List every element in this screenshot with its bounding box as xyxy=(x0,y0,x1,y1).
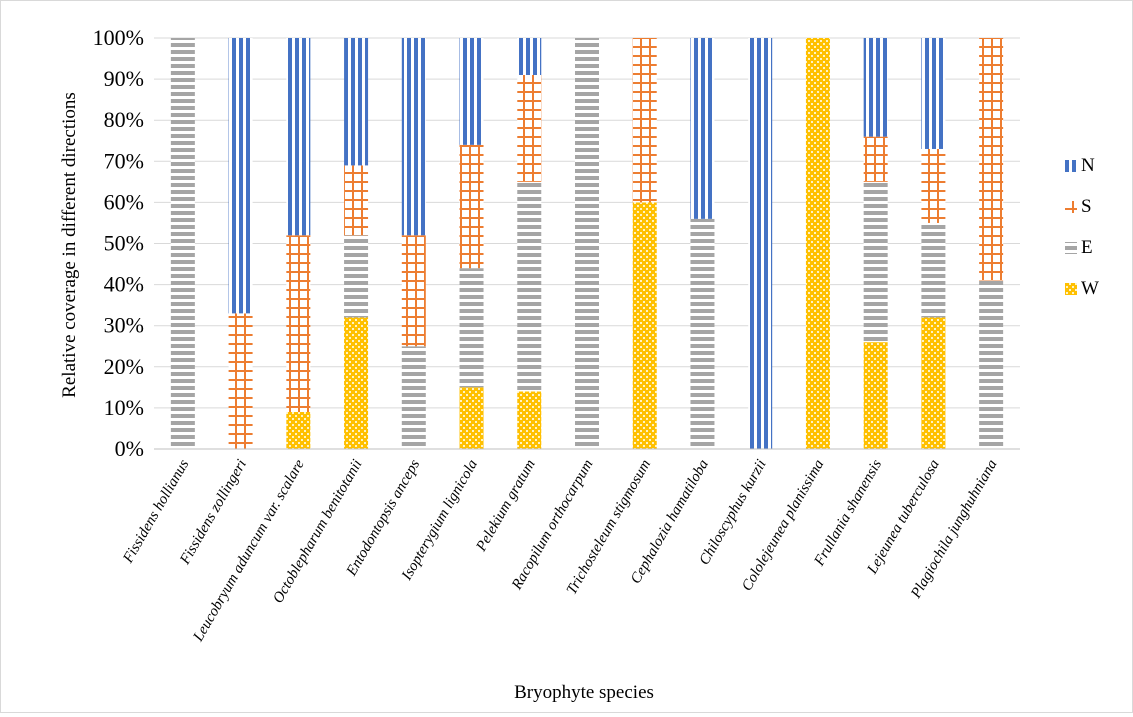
y-tick-label: 20% xyxy=(104,354,144,379)
bar-segment-S-14 xyxy=(921,148,946,223)
legend-swatch-E xyxy=(1065,242,1077,254)
bar-segment-N-3 xyxy=(286,38,311,236)
x-axis-title: Bryophyte species xyxy=(514,682,654,703)
y-tick-label: 70% xyxy=(104,148,144,173)
bar-segment-W-7 xyxy=(517,391,542,449)
y-tick-label: 50% xyxy=(104,231,144,256)
bar-segment-S-9 xyxy=(632,38,657,203)
bar-segment-W-3 xyxy=(286,412,311,449)
bar-segment-S-3 xyxy=(286,235,311,413)
y-tick-label: 100% xyxy=(93,25,144,50)
bar-segment-E-14 xyxy=(921,222,946,318)
legend-swatch-W xyxy=(1065,283,1077,295)
bar-segment-N-2 xyxy=(228,38,253,314)
bar-segment-S-13 xyxy=(863,136,888,182)
legend-label-E: E xyxy=(1081,237,1093,258)
bars xyxy=(170,38,1004,449)
bar-segment-E-10 xyxy=(690,218,715,449)
bar-segment-N-14 xyxy=(921,38,946,149)
y-tick-label: 90% xyxy=(104,66,144,91)
bar-segment-N-11 xyxy=(748,38,773,449)
legend-swatch-N xyxy=(1065,160,1077,172)
bar-segment-S-4 xyxy=(344,165,369,236)
y-tick-label: 30% xyxy=(104,313,144,338)
bar-segment-S-2 xyxy=(228,313,253,449)
bar-segment-N-13 xyxy=(863,38,888,137)
x-tick-label: Pelekium gratum xyxy=(473,457,539,555)
bar-segment-E-7 xyxy=(517,181,542,392)
x-tick-label: Leucobryum aduncum var. scalare xyxy=(190,457,308,645)
y-tick-label: 60% xyxy=(104,189,144,214)
y-axis-title: Relative coverage in different direction… xyxy=(59,92,80,398)
bar-segment-N-7 xyxy=(517,38,542,75)
bar-segment-W-14 xyxy=(921,317,946,449)
bar-segment-E-5 xyxy=(401,346,426,449)
legend-label-N: N xyxy=(1081,155,1095,176)
legend-label-W: W xyxy=(1081,278,1099,299)
bar-segment-N-4 xyxy=(344,38,369,166)
bar-segment-E-15 xyxy=(979,280,1004,449)
bar-segment-W-9 xyxy=(632,202,657,449)
bar-segment-W-4 xyxy=(344,317,369,449)
bar-segment-E-1 xyxy=(170,38,195,449)
bar-segment-W-13 xyxy=(863,342,888,449)
bar-segment-E-13 xyxy=(863,181,888,343)
bar-segment-E-4 xyxy=(344,235,369,318)
y-tick-label: 10% xyxy=(104,395,144,420)
bar-segment-S-5 xyxy=(401,235,426,347)
bar-segment-S-7 xyxy=(517,74,542,182)
bar-segment-E-6 xyxy=(459,268,484,388)
y-tick-label: 0% xyxy=(115,436,144,461)
bar-segment-S-6 xyxy=(459,144,484,269)
y-tick-label: 40% xyxy=(104,272,144,297)
bar-segment-N-5 xyxy=(401,38,426,236)
legend-label-S: S xyxy=(1081,196,1092,217)
bar-segment-W-6 xyxy=(459,387,484,449)
bar-segment-E-8 xyxy=(575,38,599,449)
bar-segment-N-6 xyxy=(459,38,484,145)
bar-segment-S-15 xyxy=(979,38,1004,281)
bar-segment-W-12 xyxy=(805,38,830,449)
y-tick-label: 80% xyxy=(104,107,144,132)
legend-swatch-S xyxy=(1065,201,1077,213)
bar-segment-N-10 xyxy=(690,38,715,219)
